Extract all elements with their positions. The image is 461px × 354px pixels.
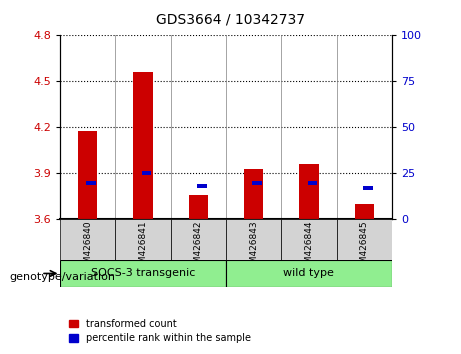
Bar: [252, 181, 262, 185]
Text: GDS3664 / 10342737: GDS3664 / 10342737: [156, 12, 305, 27]
Legend: transformed count, percentile rank within the sample: transformed count, percentile rank withi…: [65, 315, 255, 347]
Bar: [189, 195, 208, 219]
Bar: [281, 219, 337, 260]
Text: GSM426845: GSM426845: [360, 221, 369, 275]
Bar: [355, 204, 374, 219]
Bar: [78, 131, 97, 219]
Text: GSM426843: GSM426843: [249, 221, 258, 275]
Bar: [171, 219, 226, 260]
Bar: [60, 260, 226, 287]
Bar: [226, 219, 281, 260]
Text: genotype/variation: genotype/variation: [9, 272, 115, 282]
Bar: [197, 184, 207, 188]
Bar: [244, 169, 263, 219]
Text: SOCS-3 transgenic: SOCS-3 transgenic: [91, 268, 195, 279]
Bar: [299, 164, 319, 219]
Text: GSM426841: GSM426841: [138, 221, 148, 275]
Bar: [60, 219, 115, 260]
Bar: [142, 171, 151, 176]
Text: GSM426842: GSM426842: [194, 221, 203, 275]
Bar: [337, 219, 392, 260]
Bar: [363, 186, 372, 190]
Text: GSM426844: GSM426844: [304, 221, 313, 275]
Text: GSM426840: GSM426840: [83, 221, 92, 275]
Bar: [226, 260, 392, 287]
Bar: [115, 219, 171, 260]
Bar: [133, 72, 153, 219]
Bar: [307, 181, 317, 185]
Bar: [86, 181, 96, 185]
Text: wild type: wild type: [284, 268, 334, 279]
